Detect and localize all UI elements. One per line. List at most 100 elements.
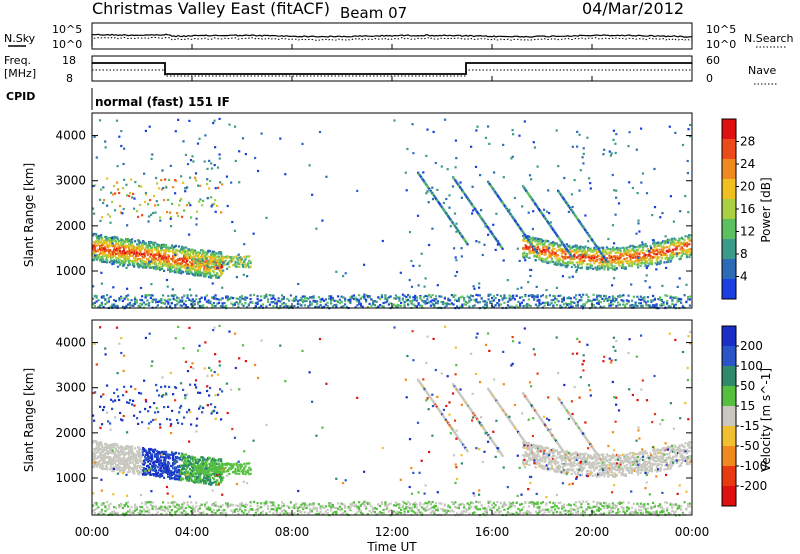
- data-cell: [484, 510, 487, 513]
- data-cell: [204, 134, 207, 137]
- data-cell: [442, 508, 445, 511]
- data-cell: [433, 303, 436, 306]
- data-cell: [179, 304, 182, 307]
- data-cell: [609, 154, 612, 157]
- data-cell: [235, 257, 238, 260]
- data-cell: [368, 502, 371, 505]
- data-cell: [566, 297, 569, 300]
- data-cell: [330, 302, 333, 305]
- cpid-label: CPID: [6, 90, 35, 103]
- data-cell: [522, 234, 525, 238]
- data-cell: [604, 249, 607, 252]
- data-cell: [128, 247, 131, 250]
- data-cell: [179, 268, 182, 271]
- data-cell: [279, 300, 282, 303]
- data-cell: [526, 191, 529, 194]
- data-cell: [186, 306, 189, 309]
- data-cell: [544, 217, 547, 220]
- data-cell: [393, 510, 396, 513]
- data-cell: [178, 271, 181, 274]
- data-cell: [102, 257, 105, 261]
- data-cell: [169, 305, 172, 308]
- data-cell: [134, 505, 137, 508]
- data-cell: [100, 234, 103, 237]
- data-cell: [177, 508, 180, 511]
- data-cell: [230, 302, 233, 305]
- data-cell: [583, 259, 586, 262]
- data-cell: [559, 306, 562, 309]
- data-cell: [172, 250, 175, 253]
- data-cell: [599, 261, 602, 264]
- data-cell: [659, 241, 662, 245]
- data-cell: [645, 265, 648, 268]
- data-cell: [604, 265, 607, 268]
- data-cell: [112, 256, 115, 259]
- data-cell: [293, 504, 296, 507]
- data-cell: [477, 508, 480, 511]
- colorbar-tick-label: 24: [740, 157, 755, 171]
- data-cell: [191, 300, 194, 303]
- data-cell: [94, 254, 97, 257]
- data-cell: [610, 260, 613, 263]
- data-cell: [342, 512, 345, 515]
- data-cell: [673, 241, 676, 244]
- data-cell: [363, 263, 366, 266]
- data-cell: [590, 249, 593, 252]
- data-cell: [109, 241, 112, 245]
- data-cell: [480, 504, 483, 507]
- data-cell: [689, 135, 692, 138]
- data-cell: [496, 509, 499, 512]
- data-cell: [394, 294, 397, 297]
- data-cell: [477, 294, 480, 297]
- data-cell: [527, 298, 530, 301]
- data-cell: [351, 295, 354, 298]
- data-cell: [97, 242, 100, 245]
- data-cell: [671, 299, 674, 302]
- data-cell: [587, 249, 590, 252]
- colorbar-swatch: [722, 159, 736, 180]
- data-cell: [689, 250, 692, 253]
- freq-unit-label: [MHz]: [4, 67, 36, 80]
- data-cell: [603, 254, 606, 257]
- data-cell: [123, 147, 126, 150]
- data-cell: [272, 501, 275, 504]
- data-cell: [337, 295, 340, 298]
- data-cell: [197, 258, 200, 261]
- data-cell: [260, 511, 263, 514]
- data-cell: [401, 500, 404, 503]
- data-cell: [602, 153, 605, 156]
- data-cell: [461, 303, 464, 306]
- data-cell: [592, 250, 595, 253]
- data-cell: [678, 299, 681, 302]
- data-cell: [609, 250, 612, 253]
- data-cell: [552, 306, 555, 309]
- data-cell: [118, 299, 121, 302]
- data-cell: [508, 208, 511, 211]
- data-cell: [233, 229, 236, 232]
- data-cell: [268, 501, 271, 504]
- data-cell: [545, 261, 548, 264]
- data-cell: [148, 509, 151, 512]
- data-cell: [612, 268, 615, 271]
- data-cell: [424, 509, 427, 512]
- data-cell: [607, 268, 610, 271]
- data-cell: [344, 303, 347, 306]
- data-cell: [220, 252, 223, 256]
- data-cell: [114, 254, 117, 257]
- data-cell: [321, 513, 324, 516]
- data-cell: [620, 253, 623, 257]
- data-cell: [580, 305, 583, 308]
- data-cell: [99, 305, 102, 308]
- data-cell: [428, 301, 431, 304]
- data-cell: [197, 184, 200, 187]
- data-cell: [549, 221, 552, 224]
- data-cell: [569, 247, 572, 250]
- data-cell: [284, 303, 287, 306]
- data-cell: [123, 249, 126, 252]
- data-cell: [550, 506, 553, 509]
- data-cell: [555, 286, 558, 289]
- data-cell: [202, 199, 205, 202]
- data-cell: [489, 500, 492, 503]
- data-cell: [664, 240, 667, 243]
- data-cell: [170, 225, 173, 228]
